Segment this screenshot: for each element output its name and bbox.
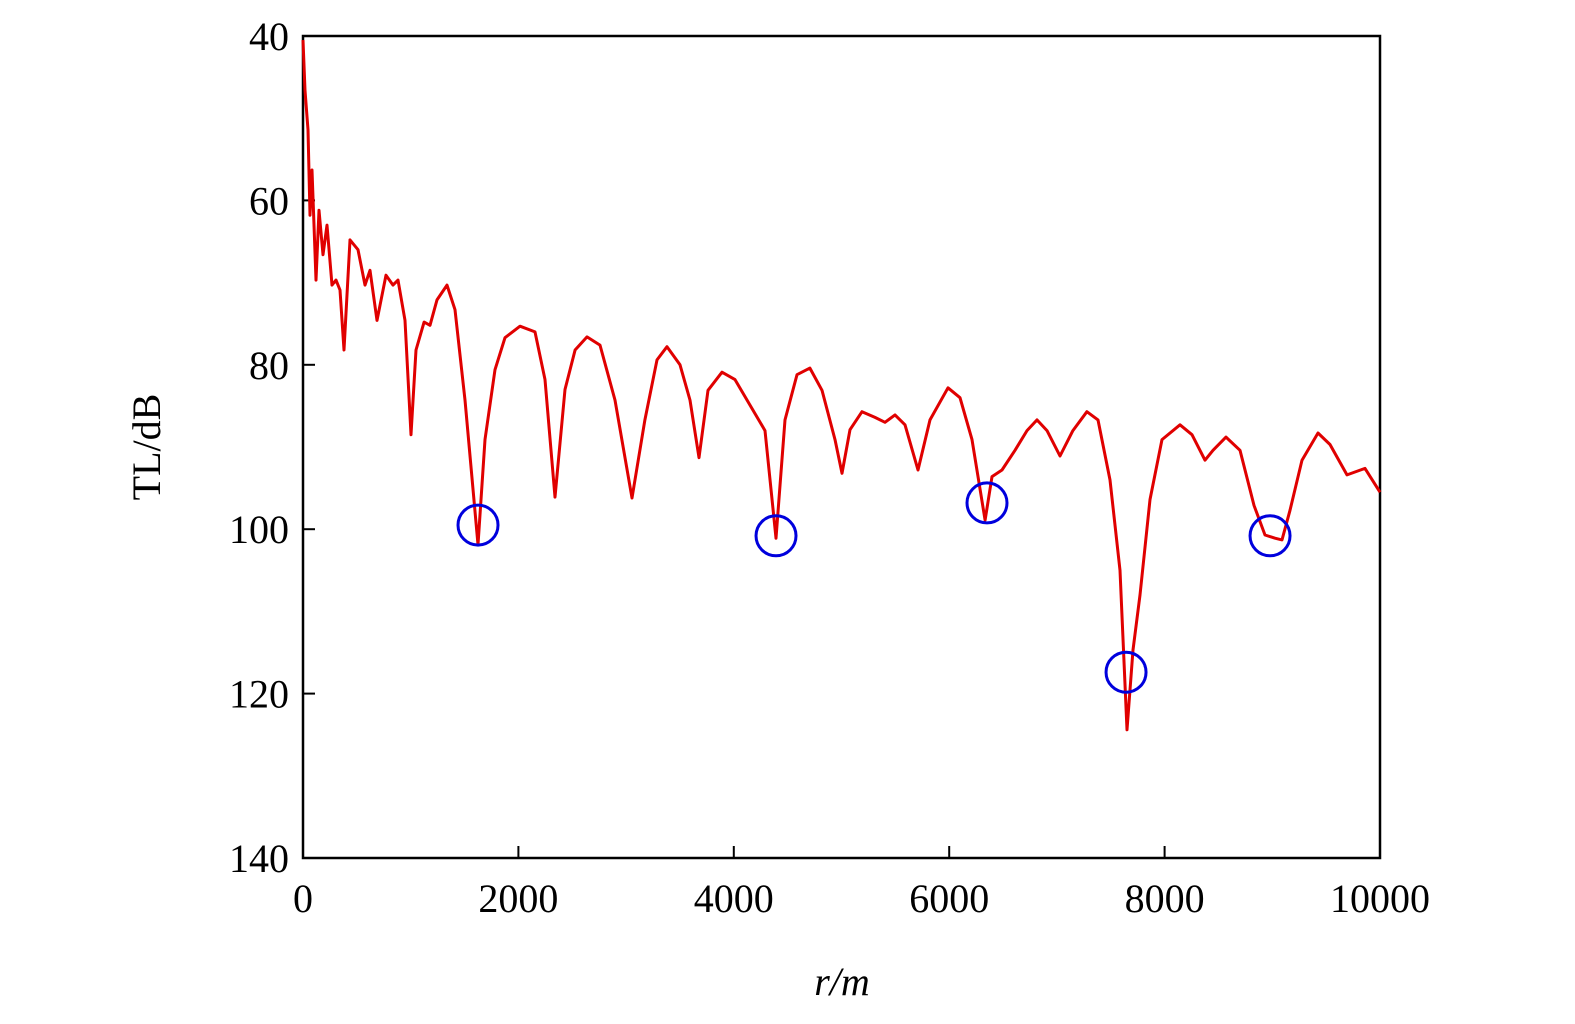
marker-circle [456, 503, 500, 547]
y-tick-label: 40 [249, 14, 289, 59]
x-tick-label: 8000 [1125, 876, 1205, 921]
x-tick-label: 10000 [1330, 876, 1430, 921]
x-tick-label: 0 [293, 876, 313, 921]
y-tick-label: 100 [229, 507, 289, 552]
y-tick-label: 80 [249, 343, 289, 388]
marker-circle [754, 514, 798, 558]
marker-circle [1248, 514, 1292, 558]
y-tick-label: 140 [229, 836, 289, 881]
y-tick-label: 60 [249, 178, 289, 223]
x-tick-label: 6000 [909, 876, 989, 921]
y-axis-label: TL/dB [124, 394, 169, 501]
marker-circle [1104, 650, 1148, 694]
line [301, 40, 1382, 732]
x-tick-label: 4000 [694, 876, 774, 921]
plot-frame [301, 34, 1382, 860]
y-tick-label: 120 [229, 672, 289, 717]
x-tick-label: 2000 [478, 876, 558, 921]
x-axis-label: r/m [814, 959, 870, 1004]
marker-circle [965, 481, 1009, 525]
